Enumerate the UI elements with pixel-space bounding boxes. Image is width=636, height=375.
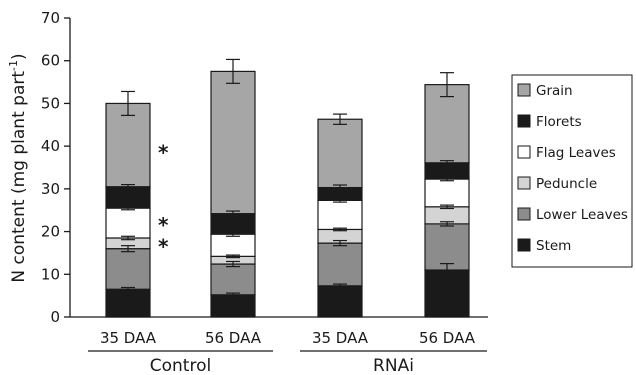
error-bar (440, 72, 454, 98)
error-bar (226, 231, 240, 237)
error-bar (333, 184, 347, 191)
y-axis-ticks: 0 10 20 30 40 50 60 70 (41, 9, 70, 326)
y-tick-label: 0 (50, 308, 60, 326)
legend-item: Stem (517, 238, 571, 254)
y-axis: 0 10 20 30 40 50 60 70 N content (mg plant part… (7, 9, 71, 326)
legend-items: Grain Florets Flag Leaves Peduncle Lower Lea… (517, 83, 628, 254)
error-bar (121, 245, 135, 253)
legend-item: Grain (517, 83, 573, 99)
y-tick-label: 50 (41, 94, 60, 112)
legend-label: Lower Leaves (536, 207, 628, 223)
error-bar (121, 183, 135, 190)
legend-label: Peduncle (536, 176, 597, 192)
legend-swatch (517, 145, 531, 159)
bar-segment-flag-leaves (210, 233, 256, 257)
x-tick-label: 35 DAA (100, 329, 157, 347)
error-bar (226, 254, 240, 259)
legend-swatch (517, 207, 531, 221)
legend-item: Florets (517, 114, 582, 130)
bar-segment-stem (317, 285, 363, 318)
y-tick-label: 40 (41, 137, 60, 155)
x-axis-categories: 35 DAA 56 DAA 35 DAA 56 DAA (100, 329, 476, 347)
bar-stack (424, 72, 470, 318)
x-group-label: RNAi (373, 356, 414, 375)
error-bar (440, 263, 454, 278)
x-tick-label: 35 DAA (312, 329, 369, 347)
significance-marker: * (158, 140, 169, 164)
legend-swatch (517, 176, 531, 190)
bar-segment-stem (424, 269, 470, 318)
error-bar (440, 160, 454, 166)
error-bar (226, 210, 240, 217)
bar-segment-grain (317, 118, 363, 189)
bar-segment-lower-leaves (105, 248, 151, 290)
error-bar (333, 227, 347, 232)
error-bar (121, 286, 135, 292)
error-bar (440, 204, 454, 210)
bar-segment-flag-leaves (424, 178, 470, 208)
legend-swatch (517, 114, 531, 128)
legend: Grain Florets Flag Leaves Peduncle Lower Lea… (511, 74, 633, 268)
x-axis: 35 DAA 56 DAA 35 DAA 56 DAA Control RNAi (70, 316, 488, 375)
bar-segment-grain (424, 84, 470, 164)
legend-item: Peduncle (517, 176, 597, 192)
error-bar (333, 239, 347, 247)
legend-label: Stem (536, 238, 571, 254)
error-bar (226, 260, 240, 268)
y-axis-title: N content (mg plant part-1) (7, 53, 29, 282)
legend-label: Flag Leaves (536, 145, 616, 161)
bar-segment-lower-leaves (210, 263, 256, 296)
y-tick-label: 10 (41, 265, 60, 283)
legend-item: Flag Leaves (517, 145, 616, 161)
y-tick-label: 30 (41, 180, 60, 198)
x-axis-groups: Control RNAi (88, 350, 487, 375)
bar-segment-flag-leaves (105, 207, 151, 239)
legend-box (511, 74, 633, 268)
error-bar (226, 58, 240, 84)
error-bar (226, 292, 240, 298)
error-bar (121, 235, 135, 241)
bar-stack (317, 113, 363, 318)
legend-swatch (517, 83, 531, 97)
significance-marker: * (158, 234, 169, 258)
bar-segment-flag-leaves (317, 199, 363, 231)
y-tick-label: 20 (41, 223, 60, 241)
legend-swatch (517, 238, 531, 252)
legend-label: Grain (536, 83, 573, 99)
y-tick-label: 70 (41, 9, 60, 27)
error-bar (121, 90, 135, 116)
bar-stack (105, 90, 151, 318)
bar-segment-grain (210, 70, 256, 215)
bar-segment-lower-leaves (317, 242, 363, 287)
bar-segment-florets (105, 186, 151, 209)
x-group-label: Control (150, 356, 211, 375)
legend-item: Lower Leaves (517, 207, 628, 223)
bar-segment-grain (105, 102, 151, 188)
error-bar (333, 113, 347, 125)
error-bar (121, 205, 135, 211)
bar-segment-stem (105, 288, 151, 318)
error-bar (333, 283, 347, 289)
x-tick-label: 56 DAA (205, 329, 262, 347)
error-bar (440, 221, 454, 227)
x-tick-label: 56 DAA (419, 329, 476, 347)
bar-segment-stem (210, 294, 256, 318)
y-tick-label: 60 (41, 52, 60, 70)
error-bar (440, 176, 454, 182)
plot-area: *** (105, 58, 470, 318)
error-bar (333, 198, 347, 203)
legend-label: Florets (536, 114, 582, 130)
bar-stack (210, 58, 256, 318)
significance-marker: * (158, 213, 169, 237)
